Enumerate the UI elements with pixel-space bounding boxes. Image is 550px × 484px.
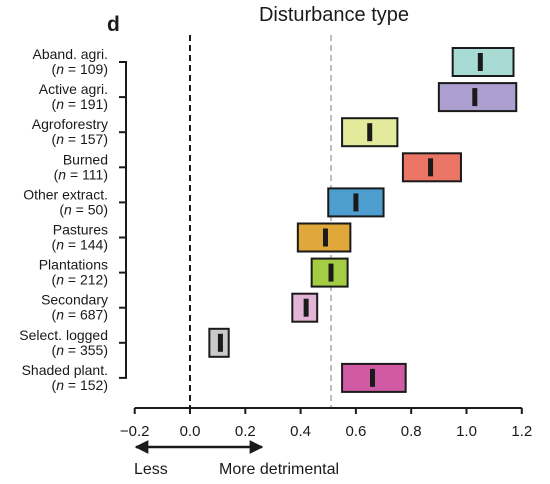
x-tick-label: 0.6 [345,423,366,440]
reference-lines [189,35,333,408]
category-label: Agroforestry (n = 157) [32,116,108,147]
category-label: Plantations (n = 212) [39,257,108,288]
panel-label: d [107,13,120,36]
box [451,47,515,77]
direction-annotation: Less More detrimental [134,440,339,478]
median-marker [353,193,359,212]
category-label: Shaded plant. (n = 152) [22,362,108,393]
boxes [208,47,518,393]
box [327,187,385,218]
median-marker [428,158,434,177]
annotation-less: Less [134,461,168,478]
category-label: Burned (n = 111) [54,151,108,182]
median-marker [367,123,373,142]
category-label: Secondary (n = 687) [41,292,108,323]
annotation-more: More detrimental [219,461,339,478]
category-label: Select. logged (n = 355) [19,327,108,358]
median-marker [328,263,334,282]
x-tick-label: 0.8 [401,423,422,440]
chart-title: Disturbance type [259,4,409,26]
median-marker [322,228,328,247]
category-label: Aband. agri. (n = 109) [33,46,109,77]
median-marker [477,53,483,71]
category-label: Other extract. (n = 50) [23,186,108,217]
x-axis: −0.2 0.0 0.2 0.4 0.6 0.8 1.0 1.2 [120,407,532,440]
x-tick-label: 0.2 [235,423,256,440]
median-marker [472,88,478,107]
x-tick-label: 1.2 [511,423,532,440]
median-marker [217,333,223,352]
x-tick-label: −0.2 [120,423,150,440]
box [437,82,518,113]
category-axis [119,61,127,379]
x-tick-label: 0.0 [180,423,201,440]
category-labels: Aband. agri. (n = 109) Active agri. (n = 19… [19,46,108,393]
category-label: Pastures (n = 144) [52,222,108,253]
category-label: Active agri. (n = 191) [39,81,108,112]
median-marker [303,298,309,317]
median-marker [369,368,375,387]
x-tick-label: 0.4 [290,423,311,440]
x-tick-label: 1.0 [456,423,477,440]
